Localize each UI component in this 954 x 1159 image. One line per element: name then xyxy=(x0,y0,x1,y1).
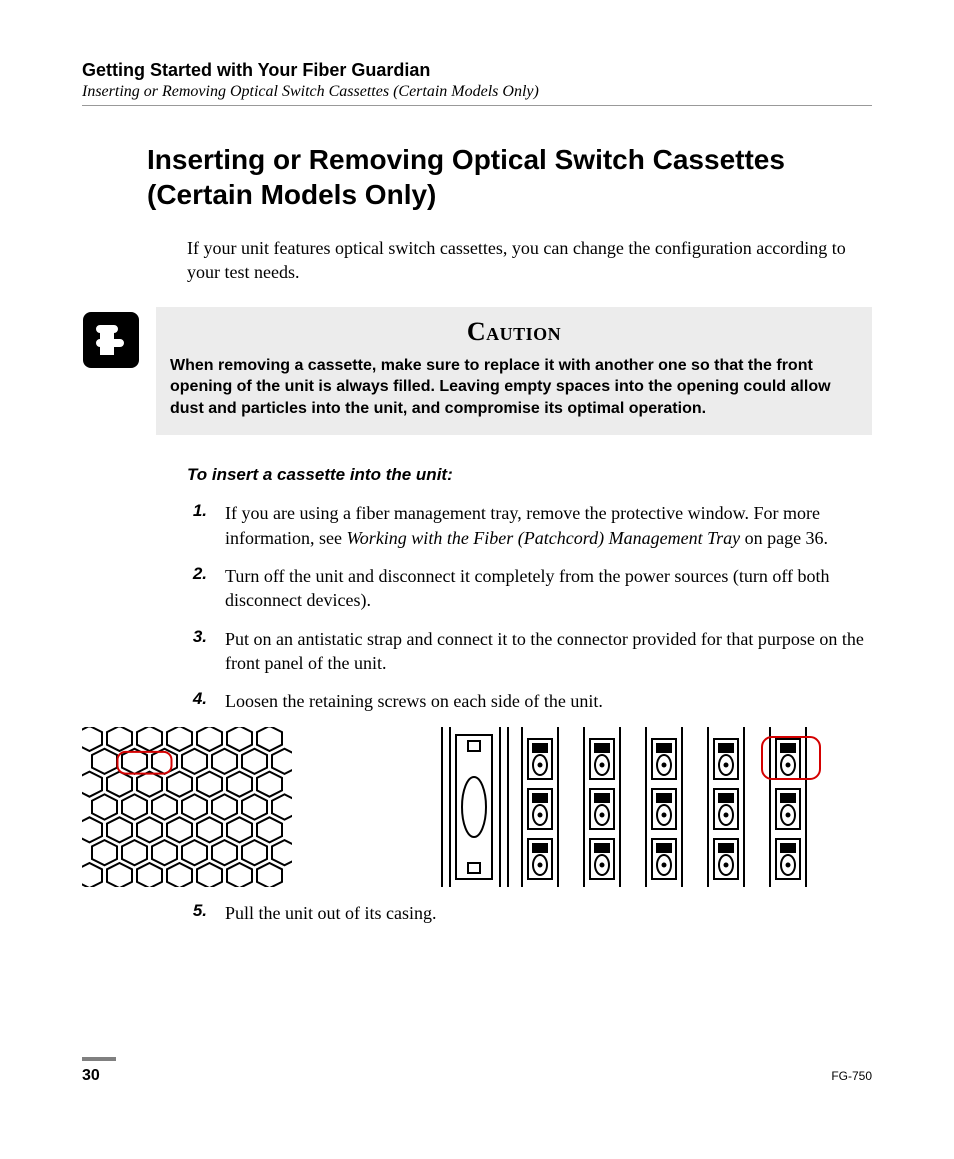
step-number: 2. xyxy=(187,564,207,613)
step-text: Pull the unit out of its casing. xyxy=(225,901,864,925)
caution-title: Caution xyxy=(170,317,858,347)
cross-reference: Working with the Fiber (Patchcord) Manag… xyxy=(346,528,740,548)
procedure-list-continued: 5. Pull the unit out of its casing. xyxy=(187,901,864,925)
figure-cassette-slots xyxy=(440,727,830,887)
step-number: 5. xyxy=(187,901,207,925)
section-title: Inserting or Removing Optical Switch Cas… xyxy=(147,142,872,212)
step-text: If you are using a fiber management tray… xyxy=(225,501,864,550)
procedure-step: 1. If you are using a fiber management t… xyxy=(187,501,864,550)
page-number: 30 xyxy=(82,1067,100,1085)
procedure-step: 4. Loosen the retaining screws on each s… xyxy=(187,689,864,713)
chapter-header: Getting Started with Your Fiber Guardian xyxy=(82,60,872,81)
procedure-step: 5. Pull the unit out of its casing. xyxy=(187,901,864,925)
step-text: Turn off the unit and disconnect it comp… xyxy=(225,564,864,613)
step-text-post: on page 36. xyxy=(740,528,828,548)
caution-box: Caution When removing a cassette, make s… xyxy=(156,307,872,436)
intro-paragraph: If your unit features optical switch cas… xyxy=(187,236,862,285)
step-text: Put on an antistatic strap and connect i… xyxy=(225,627,864,676)
step-number: 1. xyxy=(187,501,207,550)
step-number: 3. xyxy=(187,627,207,676)
figures-row xyxy=(82,727,872,887)
procedure-step: 3. Put on an antistatic strap and connec… xyxy=(187,627,864,676)
figure-vent-grille xyxy=(82,727,292,887)
header-rule xyxy=(82,105,872,106)
step-text: Loosen the retaining screws on each side… xyxy=(225,689,864,713)
procedure-title: To insert a cassette into the unit: xyxy=(187,465,872,485)
section-running-header: Inserting or Removing Optical Switch Cas… xyxy=(82,83,872,101)
page-footer: 30 FG-750 xyxy=(82,1057,872,1085)
procedure-list: 1. If you are using a fiber management t… xyxy=(187,501,864,713)
footer-rule xyxy=(82,1057,116,1061)
step-number: 4. xyxy=(187,689,207,713)
caution-block: Caution When removing a cassette, make s… xyxy=(82,307,872,436)
product-code: FG-750 xyxy=(831,1069,872,1083)
caution-text: When removing a cassette, make sure to r… xyxy=(170,355,858,420)
caution-puzzle-icon xyxy=(82,311,140,369)
procedure-step: 2. Turn off the unit and disconnect it c… xyxy=(187,564,864,613)
